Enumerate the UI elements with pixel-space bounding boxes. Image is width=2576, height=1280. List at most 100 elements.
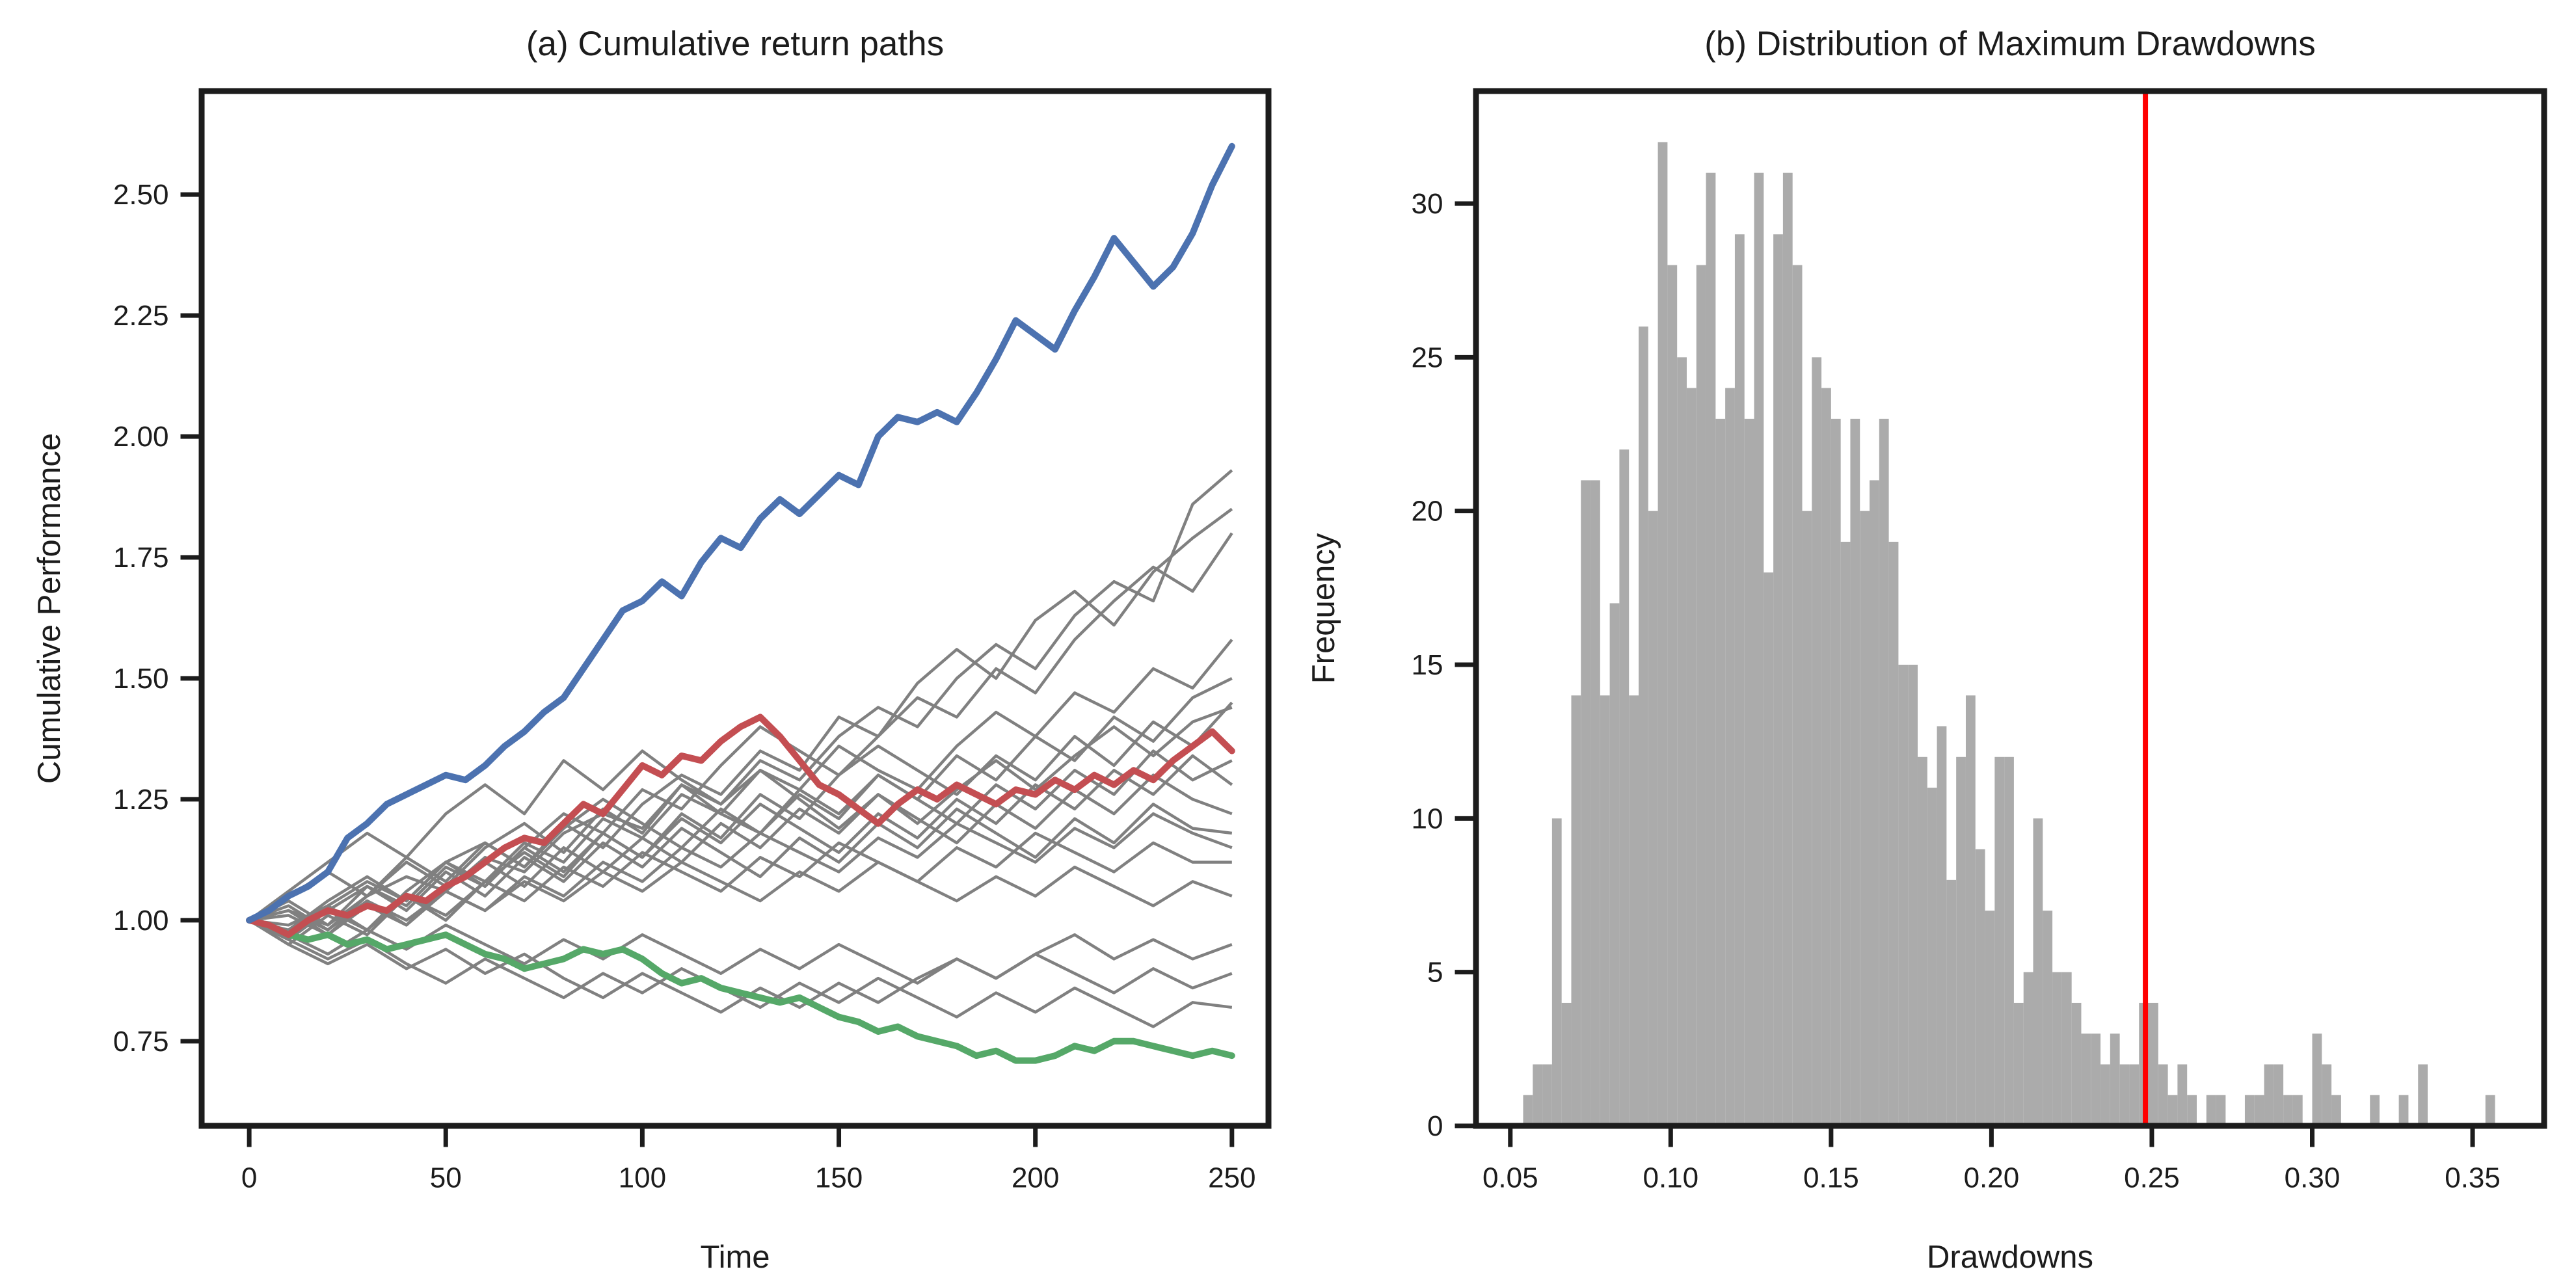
histogram-bar [2081, 1033, 2091, 1126]
histogram-bar [2254, 1095, 2264, 1126]
histogram-bar [1677, 357, 1687, 1127]
panel-a-y-tick-label: 0.75 [113, 1026, 169, 1058]
histogram-bar [1782, 172, 1793, 1127]
histogram-bar [2187, 1095, 2197, 1126]
histogram-bar [2052, 972, 2062, 1126]
histogram-bar [2061, 972, 2072, 1126]
histogram-bar [1542, 1064, 1552, 1126]
histogram-bar [1667, 265, 1678, 1126]
histogram-bar [1937, 726, 1947, 1126]
panel-b-x-tick-label: 0.05 [1483, 1162, 1538, 1194]
histogram-bar [1879, 418, 1889, 1126]
histogram-bar [2119, 1064, 2130, 1126]
histogram-bar [1706, 172, 1716, 1127]
histogram-bar [1773, 234, 1783, 1127]
histogram-bar [1581, 480, 1591, 1126]
panel-a-x-tick-label: 50 [430, 1162, 462, 1194]
gray-sample-path-line [248, 639, 1233, 941]
gray-sample-path-line [248, 812, 1233, 937]
panel-b-y-tick-label: 5 [1427, 957, 1443, 989]
panel-b-x-tick-label: 0.20 [1964, 1162, 2020, 1194]
histogram-bar [1696, 265, 1706, 1126]
panel-a-y-tick-label: 1.75 [113, 542, 169, 574]
gray-sample-path-line [248, 706, 1233, 922]
panel-b-y-tick-label: 0 [1427, 1110, 1443, 1142]
panel-b-x-tick-label: 0.35 [2445, 1162, 2501, 1194]
histogram-bar [2322, 1064, 2332, 1126]
histogram-bar [1638, 327, 1648, 1126]
histogram-bar [1994, 756, 2005, 1126]
panel-b-y-tick-label: 15 [1412, 649, 1443, 681]
histogram-bar [2244, 1095, 2255, 1126]
panel-b-y-tick-label: 25 [1412, 341, 1443, 373]
histogram-bar [2043, 911, 2053, 1126]
panel-a-x-tick-label: 150 [815, 1162, 863, 1194]
panel-b-axes-box [1473, 88, 2547, 1129]
histogram-bar [1860, 511, 1870, 1126]
histogram-bar [2274, 1064, 2284, 1126]
histogram-bar [1686, 388, 1697, 1126]
panel-a-y-axis-label: Cumulative Performance [32, 433, 67, 784]
worst-path-line [246, 916, 1235, 1064]
histogram-bar [2398, 1095, 2409, 1126]
histogram-bar [1648, 511, 1658, 1126]
panel-a-y-tick-label: 2.50 [113, 179, 169, 211]
histogram-bar [2331, 1095, 2341, 1126]
histogram-bar [2167, 1095, 2178, 1126]
panel-b-x-tick-label: 0.30 [2285, 1162, 2341, 1194]
histogram-bar [2129, 1064, 2140, 1126]
histogram-bar [2485, 1095, 2495, 1126]
panel-a-x-tick-label: 100 [619, 1162, 666, 1194]
histogram-bar [1734, 234, 1745, 1127]
panel-a-x-tick-label: 0 [241, 1162, 257, 1194]
best-path-line [246, 142, 1235, 924]
histogram-bar [1812, 357, 1822, 1127]
histogram-bar [1533, 1064, 1543, 1126]
gray-sample-path-line [248, 469, 1233, 927]
panel-a-y-tick-label: 2.25 [113, 300, 169, 332]
histogram-bar [1965, 695, 1976, 1126]
panel-b-x-tick-label: 0.25 [2124, 1162, 2180, 1194]
histogram-bar [2071, 1002, 2082, 1126]
histogram-bar [2004, 756, 2014, 1126]
panel-b-x-tick-label: 0.15 [1803, 1162, 1859, 1194]
panel-a-y-tick-label: 2.00 [113, 421, 169, 453]
histogram-bar [1715, 418, 1726, 1126]
histogram-bar [1657, 142, 1668, 1126]
panel-b-title: (b) Distribution of Maximum Drawdowns [1704, 25, 2316, 63]
histogram-bar [1561, 1002, 1572, 1126]
histogram-bar [1840, 541, 1851, 1126]
histogram-bar [2149, 1002, 2158, 1126]
histogram-bar [1956, 756, 1966, 1126]
histogram-bar [2158, 1064, 2168, 1126]
panel-b-y-tick-label: 30 [1412, 188, 1443, 220]
panel-b-y-tick-label: 20 [1412, 496, 1443, 527]
histogram-bar [1831, 418, 1841, 1126]
histogram-bar [1802, 511, 1812, 1126]
histogram-bar [1725, 388, 1735, 1126]
histogram-bar [1850, 418, 1860, 1126]
histogram-bar [2177, 1064, 2188, 1126]
panel-a-y-tick-label: 1.00 [113, 905, 169, 937]
gray-sample-path-line [248, 918, 1233, 1014]
histogram-bar [1917, 756, 1927, 1126]
panel-a-x-tick-label: 250 [1208, 1162, 1255, 1194]
histogram-bar [1888, 541, 1899, 1126]
histogram-bar [1744, 418, 1754, 1126]
histogram-bar [2013, 1002, 2024, 1126]
histogram-bar [1927, 788, 1937, 1126]
gray-sample-path-line [248, 860, 1233, 932]
panel-b-x-tick-label: 0.10 [1643, 1162, 1698, 1194]
histogram-bar [2091, 1033, 2101, 1126]
histogram-bar [2264, 1064, 2274, 1126]
histogram-bar [2033, 818, 2043, 1126]
histogram-bar [1551, 818, 1562, 1126]
histogram-bar [2023, 972, 2033, 1126]
panel-a-x-axis-label: Time [700, 1240, 770, 1275]
gray-sample-path-line [248, 803, 1233, 941]
histogram-bar [1908, 664, 1918, 1126]
histogram-bar [2216, 1095, 2226, 1126]
panel-a-title: (a) Cumulative return paths [526, 25, 944, 63]
histogram-bar [1898, 664, 1909, 1126]
